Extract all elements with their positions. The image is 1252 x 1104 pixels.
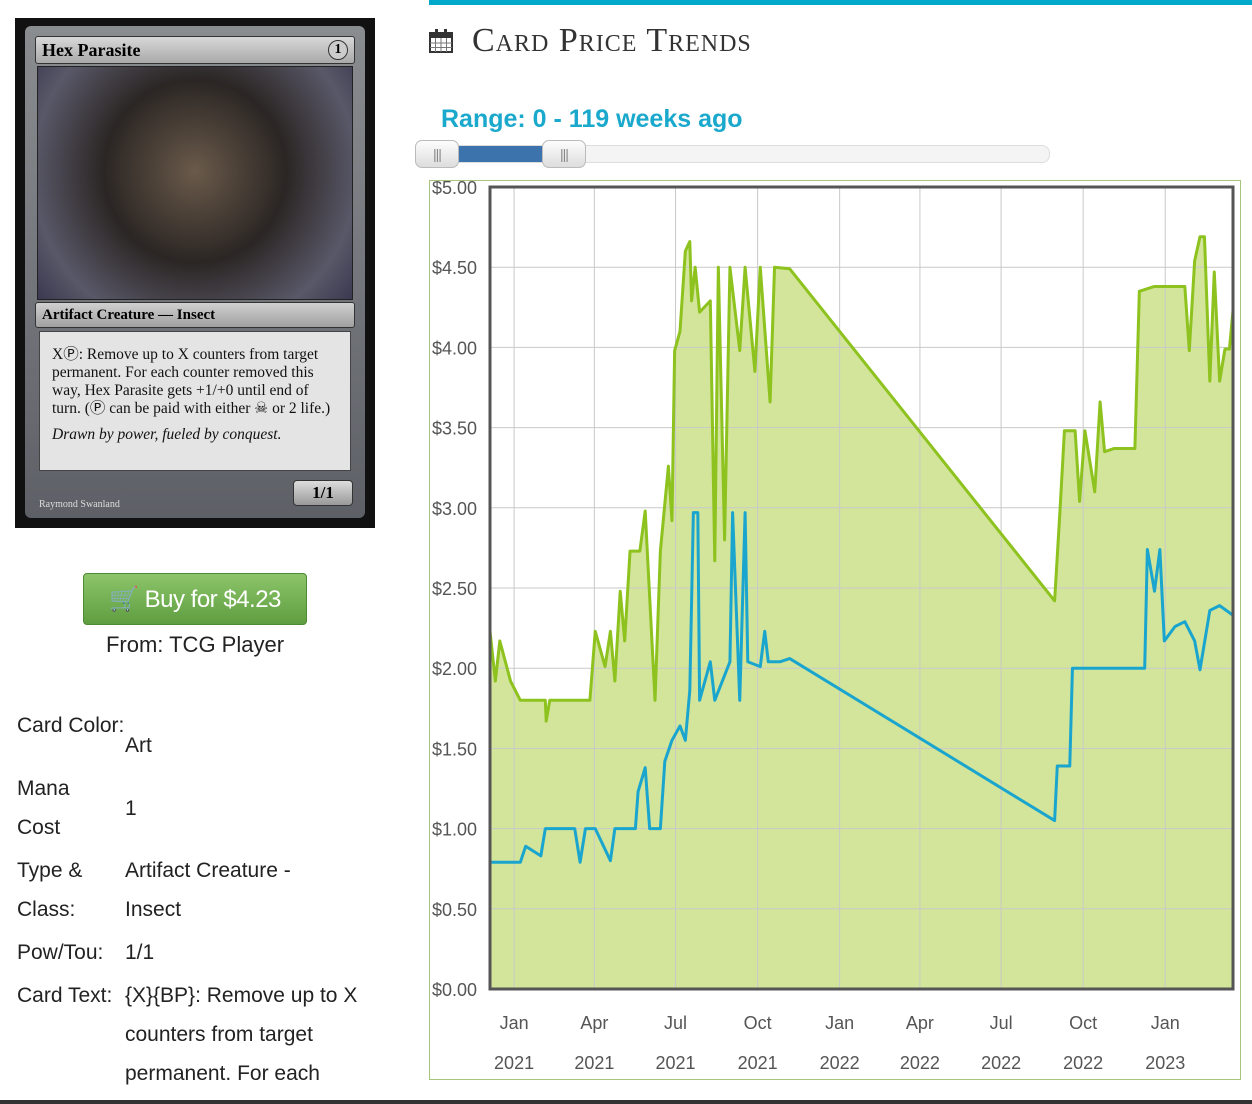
y-tick-label: $4.00 <box>432 338 477 358</box>
y-tick-label: $0.50 <box>432 900 477 920</box>
x-tick-year: 2022 <box>981 1053 1021 1073</box>
calendar-icon <box>429 29 453 53</box>
series-line-0 <box>488 235 1235 723</box>
x-tick-year: 2021 <box>494 1053 534 1073</box>
x-tick-year: 2022 <box>820 1053 860 1073</box>
x-tick-year: 2022 <box>1063 1053 1103 1073</box>
x-tick-month: Apr <box>906 1013 934 1033</box>
page-title: Card Price Trends <box>472 22 752 59</box>
x-tick-month: Jan <box>1151 1013 1180 1033</box>
detail-label: Card Text: <box>17 984 113 1007</box>
x-tick-month: Jan <box>500 1013 529 1033</box>
buy-button-label: Buy for $4.23 <box>144 586 282 613</box>
x-tick-month: Jan <box>825 1013 854 1033</box>
buy-button[interactable]: 🛒 Buy for $4.23 <box>83 573 307 625</box>
detail-value: Art <box>125 734 152 757</box>
x-tick-month: Apr <box>580 1013 608 1033</box>
series-line-1 <box>490 511 1234 864</box>
detail-row: Mana Cost 1 <box>17 769 365 847</box>
x-tick-year: 2023 <box>1145 1053 1185 1073</box>
slider-handle-max[interactable]: ||| <box>542 140 586 168</box>
detail-label: Pow/Tou: <box>17 941 104 964</box>
card-rules-text: XⓅ: Remove up to X counters from target … <box>52 346 331 417</box>
card-power-toughness: 1/1 <box>293 480 353 506</box>
y-tick-label: $5.00 <box>432 181 477 198</box>
y-tick-label: $0.00 <box>432 980 477 1000</box>
price-chart: $0.00 $0.50 $1.00 $1.50 $2.00 $2.50 $3.00 $3.50… <box>429 178 1241 1080</box>
accent-bar <box>429 0 1252 5</box>
slider-range-fill <box>437 146 567 162</box>
y-tick-label: $1.00 <box>432 820 477 840</box>
range-slider[interactable]: ||| ||| <box>415 140 1050 168</box>
detail-label: Card Color: <box>17 714 125 737</box>
card-image: Hex Parasite 1 Artifact Creature — Insect… <box>15 18 375 528</box>
x-tick-year: 2021 <box>738 1053 778 1073</box>
card-art <box>37 66 353 300</box>
plot-border <box>488 185 1235 991</box>
bottom-edge <box>0 1100 1252 1104</box>
range-label: Range: 0 - 119 weeks ago <box>441 105 743 133</box>
y-tick-label: $2.00 <box>432 659 477 679</box>
x-tick-month: Jul <box>990 1013 1013 1033</box>
mana-cost-symbol: 1 <box>328 40 348 60</box>
x-tick-month: Jul <box>664 1013 687 1033</box>
card-details: Card Color: Art Mana Cost 1 Type & Class: A… <box>17 706 365 1097</box>
detail-label: Type & Class: <box>17 859 83 921</box>
detail-row: Type & Class: Artifact Creature - Insect <box>17 851 365 929</box>
x-tick-year: 2022 <box>900 1053 940 1073</box>
price-chart-svg: $0.00 $0.50 $1.00 $1.50 $2.00 $2.50 $3.00 $3.50… <box>432 178 1235 1073</box>
detail-value: Artifact Creature - Insect <box>125 859 291 921</box>
card-flavor-text: Drawn by power, fueled by conquest. <box>52 426 282 443</box>
card-artist: Raymond Swanland <box>39 499 120 510</box>
slider-handle-min[interactable]: ||| <box>415 140 459 168</box>
detail-value: 1/1 <box>125 941 155 964</box>
card-name-text: Hex Parasite <box>42 40 141 60</box>
y-tick-label: $3.00 <box>432 499 477 519</box>
detail-value: {X}{BP}: Remove up to X counters from ta… <box>125 984 358 1085</box>
detail-value: 1 <box>125 797 137 820</box>
section-heading: Card Price Trends <box>428 22 752 60</box>
detail-row: Pow/Tou: 1/1 <box>17 933 365 972</box>
detail-row: Card Color: Art <box>17 706 365 765</box>
y-tick-label: $1.50 <box>432 739 477 759</box>
card-name: Hex Parasite 1 <box>35 36 355 64</box>
x-tick-month: Oct <box>744 1013 772 1033</box>
x-tick-year: 2021 <box>656 1053 696 1073</box>
y-tick-label: $3.50 <box>432 419 477 439</box>
series-area <box>490 236 1233 989</box>
y-tick-label: $2.50 <box>432 579 477 599</box>
shopping-cart-icon: 🛒 <box>109 586 139 613</box>
detail-label: Mana Cost <box>17 777 70 839</box>
detail-row: Card Text: {X}{BP}: Remove up to X counte… <box>17 976 365 1093</box>
card-frame: Hex Parasite 1 Artifact Creature — Insect… <box>25 26 365 518</box>
x-tick-month: Oct <box>1069 1013 1097 1033</box>
y-tick-label: $4.50 <box>432 258 477 278</box>
price-source: From: TCG Player <box>105 632 285 657</box>
card-type-line: Artifact Creature — Insect <box>35 302 355 328</box>
card-rules-box: XⓅ: Remove up to X counters from target … <box>39 331 351 471</box>
x-tick-year: 2021 <box>574 1053 614 1073</box>
